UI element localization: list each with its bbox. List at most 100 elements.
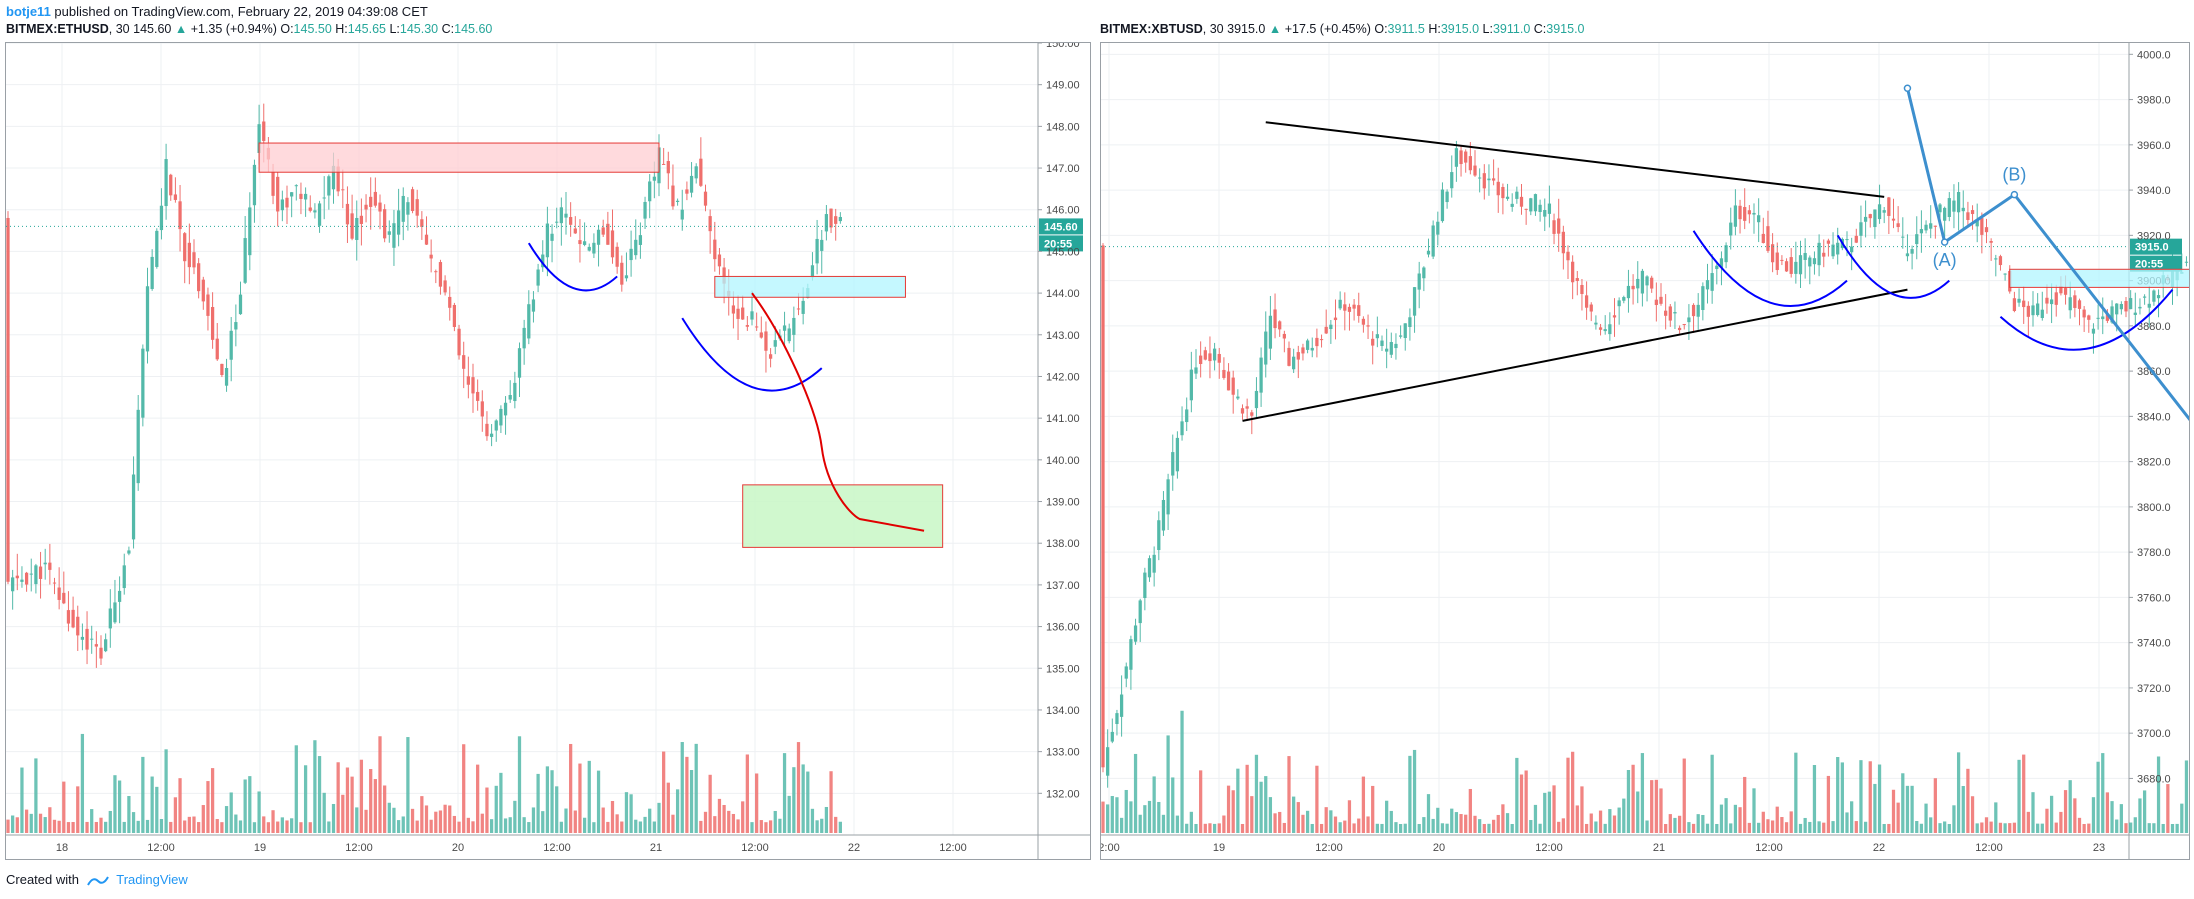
volume-bar <box>1389 810 1393 833</box>
candle-body <box>717 254 722 267</box>
volume-bar <box>1478 819 1482 833</box>
candle-body <box>131 474 136 540</box>
candle-body <box>578 240 582 245</box>
candle-body <box>1440 189 1445 222</box>
volume-bar <box>1580 786 1584 833</box>
volume-bar <box>383 785 387 833</box>
candle-body <box>2040 309 2044 319</box>
volume-bar <box>1338 822 1342 833</box>
candle-body <box>1361 318 1366 325</box>
candle-body <box>1236 396 1240 399</box>
y-tick-label: 148.00 <box>1046 121 1080 133</box>
candle-body <box>20 579 24 582</box>
volume-bar <box>113 775 117 833</box>
candle-body <box>801 300 805 314</box>
volume-bar <box>1264 776 1268 833</box>
candle-body <box>294 185 298 187</box>
candle-body <box>127 550 131 554</box>
footer: Created with TradingView <box>6 872 188 887</box>
candle-body <box>1761 233 1765 243</box>
candle-body <box>1106 747 1110 776</box>
volume-bar <box>2026 811 2030 833</box>
candle-body <box>652 176 656 181</box>
candle-body <box>438 262 443 287</box>
symbol-name: BITMEX:XBTUSD <box>1100 22 1203 36</box>
volume-bar <box>1347 800 1352 833</box>
volume-bar <box>1417 823 1421 833</box>
volume-bar <box>327 821 331 833</box>
candle-body <box>1598 327 1603 330</box>
volume-bar <box>1505 813 1510 833</box>
volume-bar <box>1324 807 1328 833</box>
candle-body <box>341 189 345 191</box>
volume-bar <box>359 759 364 833</box>
up-triangle-icon: ▲ <box>174 22 188 36</box>
candle-body <box>113 602 117 623</box>
author-name[interactable]: botje11 <box>6 4 51 19</box>
volume-bar <box>2161 823 2165 833</box>
candle-body <box>745 325 749 327</box>
ethusd-chart-svg[interactable]: 145.60 20:55 132.00 133.00 134.00 135.00 136.0… <box>6 38 1090 859</box>
candle-body <box>76 616 80 636</box>
volume-bar <box>2012 822 2017 833</box>
candle-body <box>220 363 224 375</box>
support-zone <box>714 275 906 298</box>
tradingview-brand[interactable]: TradingView <box>116 872 188 887</box>
candle-body <box>820 239 824 251</box>
candle-body <box>2119 304 2123 310</box>
volume-bar <box>1775 806 1779 833</box>
volume-bar <box>271 810 275 833</box>
candle-body <box>1352 304 1356 309</box>
projected-path <box>751 292 925 532</box>
candle-body <box>1510 203 1514 207</box>
volume-bar <box>1645 820 1649 833</box>
candle-body <box>1691 304 1696 317</box>
candle-body <box>1938 204 1942 213</box>
candle-body <box>1324 326 1328 334</box>
volume-bar <box>1343 820 1347 833</box>
y-tick-label: 137.00 <box>1046 580 1080 592</box>
candle-body <box>1389 342 1393 355</box>
candle-body <box>1296 352 1300 360</box>
volume-bar <box>494 785 498 833</box>
volume-bar <box>15 817 19 833</box>
volume-bar <box>192 816 196 833</box>
volume-bar <box>122 821 126 833</box>
high-value: 145.65 <box>347 22 386 36</box>
volume-bar <box>1436 807 1440 833</box>
volume-bar <box>317 756 322 833</box>
chart-panel-ethusd[interactable]: 145.60 20:55 132.00 133.00 134.00 135.00 136.0… <box>5 38 1091 860</box>
candle-body <box>1133 625 1138 642</box>
volume-bar <box>201 805 205 833</box>
candle-body <box>1775 252 1779 271</box>
volume-bar <box>43 817 47 833</box>
volume-bar <box>1398 824 1403 833</box>
candle-body <box>768 354 773 359</box>
triangle-lower-trendline <box>1242 288 1908 422</box>
x-tick-label: 20 <box>452 842 464 854</box>
candle-body <box>94 644 98 647</box>
candle-body <box>150 256 154 289</box>
candle-body <box>345 203 350 225</box>
y-tick-label: 3800.0 <box>2137 502 2171 514</box>
candle-body <box>1803 252 1807 260</box>
volume-bar <box>2101 753 2105 833</box>
candle-body <box>699 158 703 186</box>
last-price-badge <box>1039 218 1083 235</box>
chart-panel-xbtusd[interactable]: 3915.0 20:55 3680.0 3700.0 3720.0 3740.0 3760.… <box>1098 42 2194 860</box>
volume-bar <box>1682 758 1686 833</box>
volume-bar <box>1952 805 1956 833</box>
volume-bar <box>689 770 694 833</box>
candle-body <box>1278 321 1282 330</box>
volume-bar <box>508 817 512 833</box>
candle-body <box>136 409 140 484</box>
candle-body <box>1552 220 1556 234</box>
volume-bar <box>1794 752 1798 833</box>
volume-bar <box>1598 810 1603 833</box>
candle-body <box>503 402 508 416</box>
y-tick-label: 3880.0 <box>2137 321 2171 333</box>
volume-bar <box>722 804 726 833</box>
volume-bar <box>624 792 629 833</box>
candle-body <box>206 294 210 316</box>
xbtusd-chart-svg[interactable]: 3915.0 20:55 3680.0 3700.0 3720.0 3740.0 3760.… <box>1098 43 2194 859</box>
